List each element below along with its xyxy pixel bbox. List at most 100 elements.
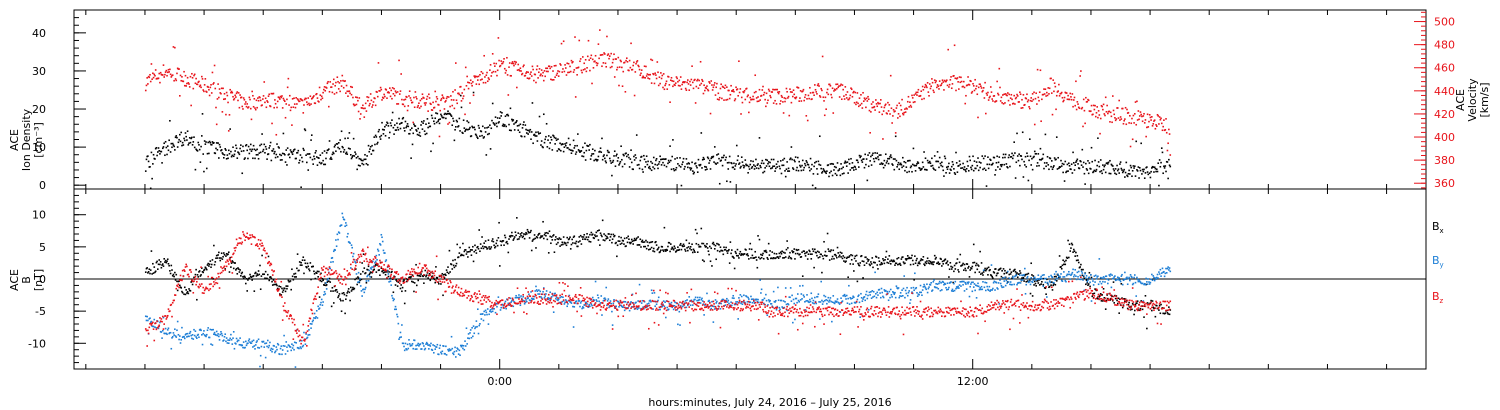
bx-point	[169, 272, 172, 275]
bx-point	[1087, 283, 1090, 285]
velocity-point	[1145, 135, 1147, 138]
bx-point	[586, 238, 589, 241]
velocity-point	[706, 85, 708, 87]
bx-point	[339, 298, 341, 300]
density-point	[596, 159, 599, 161]
density-point	[186, 139, 188, 141]
density-point	[428, 122, 430, 125]
velocity-point	[809, 86, 811, 89]
density-point	[697, 158, 700, 161]
bx-point	[205, 268, 208, 271]
density-point	[1093, 169, 1096, 172]
bx-point	[467, 250, 470, 253]
density-point	[488, 132, 490, 135]
velocity-point	[437, 104, 440, 106]
bx-point	[361, 262, 363, 264]
by-point	[342, 216, 344, 219]
bx-point	[387, 275, 390, 278]
density-point	[354, 153, 357, 155]
bx-point	[450, 263, 453, 266]
bx-point	[950, 268, 953, 270]
bx-point	[520, 234, 522, 237]
density-point	[418, 131, 421, 134]
density-point	[180, 131, 183, 134]
bx-point	[175, 273, 178, 276]
density-point	[662, 161, 664, 164]
bx-point	[349, 299, 351, 302]
velocity-point	[161, 74, 164, 76]
bx-point	[523, 233, 525, 235]
density-point	[891, 163, 893, 165]
by-point	[242, 346, 244, 349]
bx-point	[848, 256, 850, 259]
bx-point	[433, 278, 436, 281]
by-point	[415, 344, 417, 347]
velocity-point	[1002, 94, 1004, 96]
bx-point	[1071, 243, 1074, 246]
density-point	[878, 154, 881, 156]
velocity-point	[737, 94, 739, 97]
bx-point	[503, 244, 505, 246]
velocity-point	[1160, 117, 1162, 120]
velocity-point	[179, 95, 181, 97]
density-point	[289, 149, 292, 151]
density-point	[1060, 165, 1063, 167]
velocity-point	[625, 59, 627, 62]
density-point	[651, 162, 654, 165]
bx-point	[951, 266, 954, 269]
velocity-point	[611, 65, 613, 68]
velocity-point	[351, 86, 354, 89]
velocity-point	[506, 74, 509, 76]
density-point	[523, 121, 525, 123]
bx-point	[358, 281, 361, 284]
density-point	[867, 165, 870, 168]
density-point	[181, 141, 184, 144]
bx-point	[982, 271, 985, 273]
by-point	[149, 317, 151, 319]
bx-point	[656, 248, 659, 251]
density-point	[179, 133, 181, 136]
velocity-point	[572, 71, 575, 73]
velocity-point	[591, 58, 594, 61]
velocity-point	[767, 99, 769, 102]
bx-point	[787, 247, 789, 249]
density-point	[357, 164, 360, 167]
bx-point	[777, 256, 779, 258]
by-point	[457, 353, 460, 355]
bx-point	[208, 265, 210, 267]
density-point	[684, 165, 686, 168]
density-point	[378, 128, 380, 131]
velocity-point	[769, 94, 771, 97]
velocity-point	[692, 87, 695, 90]
density-point	[893, 168, 896, 171]
density-point	[275, 153, 278, 156]
velocity-point	[1167, 142, 1169, 145]
velocity-point	[622, 70, 625, 73]
density-point	[339, 139, 341, 141]
density-point	[641, 168, 644, 171]
velocity-axis-tick-label: 500	[1434, 16, 1455, 29]
velocity-point	[864, 98, 866, 101]
by-point	[371, 260, 374, 263]
density-point	[941, 165, 944, 168]
density-point	[809, 169, 811, 172]
velocity-point	[701, 78, 703, 81]
velocity-point	[979, 83, 981, 86]
velocity-point	[301, 99, 304, 102]
velocity-point	[830, 93, 832, 96]
velocity-point	[932, 89, 935, 92]
bx-point	[455, 262, 458, 265]
velocity-point	[419, 99, 422, 102]
density-point	[313, 158, 316, 160]
bx-point	[902, 261, 905, 263]
velocity-point	[726, 98, 729, 101]
density-point	[951, 161, 954, 163]
velocity-point	[477, 75, 480, 78]
density-point	[191, 143, 194, 146]
bx-point	[589, 233, 591, 236]
velocity-point	[931, 78, 933, 80]
density-point	[600, 151, 603, 154]
bx-point	[757, 256, 760, 259]
bx-point	[362, 270, 364, 273]
bx-point	[1068, 243, 1071, 246]
